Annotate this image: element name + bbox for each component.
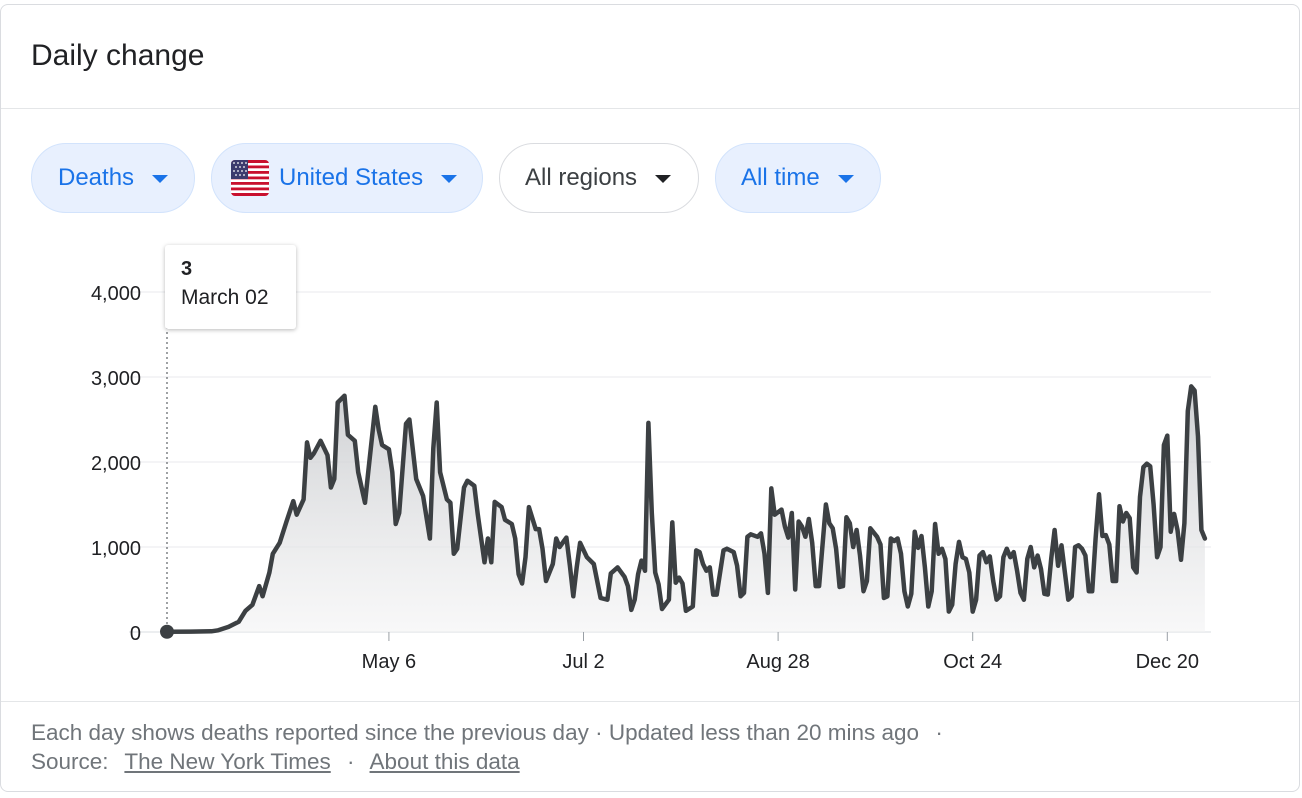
footer-description: Each day shows deaths reported since the… (31, 720, 589, 745)
time-range-dropdown[interactable]: All time (715, 143, 881, 213)
y-tick-label: 1,000 (91, 538, 141, 560)
tooltip-date: March 02 (181, 286, 269, 309)
footer-separator: · (935, 720, 943, 745)
metric-dropdown[interactable]: Deaths (31, 143, 195, 213)
x-tick-label: Dec 20 (1136, 651, 1199, 673)
chart-tooltip: 3 March 02 (165, 245, 296, 329)
tooltip-value: 3 (181, 258, 193, 280)
header-divider (1, 108, 1299, 109)
x-tick-label: Oct 24 (943, 651, 1002, 673)
chart-footer: Each day shows deaths reported since the… (31, 718, 943, 776)
daily-deaths-chart[interactable]: 0 1,000 2,000 3,000 4,000 May 6 Jul 2 Aug 28 Oct… (1, 231, 1299, 691)
metric-dropdown-label: Deaths (58, 164, 135, 191)
chevron-down-icon (837, 175, 854, 183)
x-tick-label: Aug 28 (746, 651, 809, 673)
x-tick-label: Jul 2 (562, 651, 604, 673)
hover-point[interactable] (160, 624, 174, 639)
source-link[interactable]: The New York Times (124, 749, 331, 774)
footer-separator: · (595, 720, 603, 745)
y-tick-label: 0 (130, 623, 141, 645)
footer-source-label: Source: (31, 749, 109, 774)
footer-line-2: Source: The New York Times · About this … (31, 747, 943, 776)
card-title: Daily change (31, 39, 205, 72)
footer-divider (1, 701, 1299, 702)
about-data-link[interactable]: About this data (369, 749, 520, 774)
time-range-dropdown-label: All time (741, 164, 820, 191)
chevron-down-icon (655, 175, 672, 183)
series-line-deaths (164, 384, 1208, 634)
country-dropdown[interactable]: United States (211, 143, 483, 213)
y-tick-label: 2,000 (91, 453, 141, 475)
y-tick-label: 3,000 (91, 368, 141, 390)
region-dropdown[interactable]: All regions (499, 143, 699, 213)
x-tick-label: May 6 (362, 651, 416, 673)
chevron-down-icon (441, 175, 458, 183)
daily-change-card: Daily change Deaths (0, 4, 1300, 792)
country-dropdown-label: United States (279, 164, 424, 191)
footer-updated: Updated less than 20 mins ago (608, 720, 920, 745)
us-flag-icon (231, 160, 269, 196)
y-tick-label: 4,000 (91, 283, 141, 305)
footer-separator: · (347, 749, 355, 774)
chevron-down-icon (152, 175, 169, 183)
footer-line-1: Each day shows deaths reported since the… (31, 718, 943, 747)
region-dropdown-label: All regions (525, 164, 638, 191)
